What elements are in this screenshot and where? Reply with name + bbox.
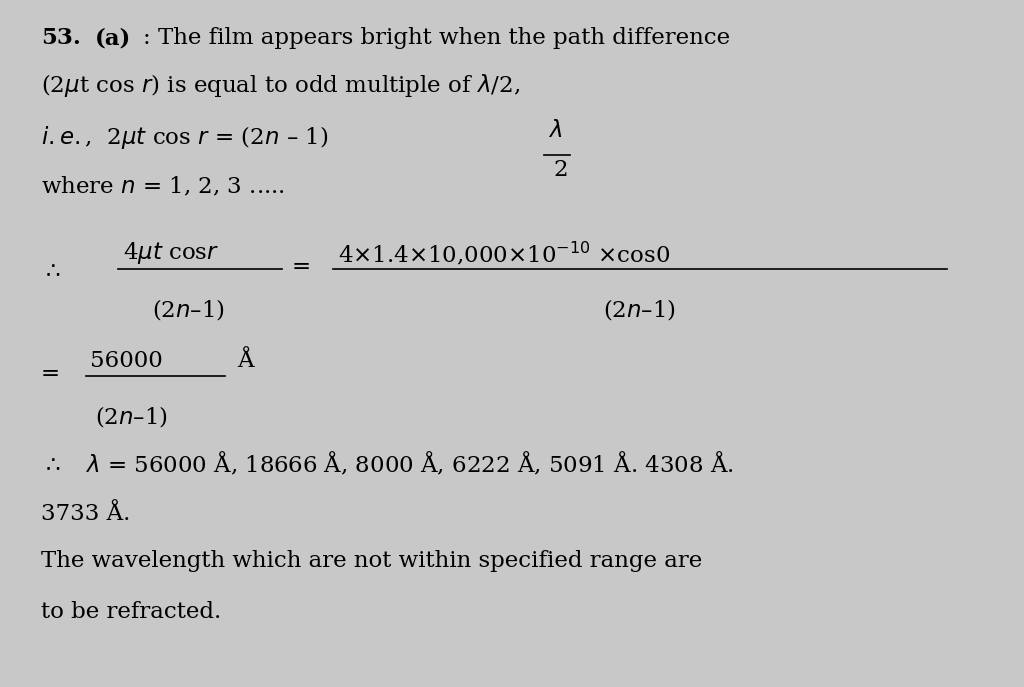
Text: =: = xyxy=(41,363,60,385)
Text: (2$n$–1): (2$n$–1) xyxy=(95,404,168,429)
Text: 4$\times$1.4$\times$10,000$\times$10$^{-10}$ $\times$cos0: 4$\times$1.4$\times$10,000$\times$10$^{-… xyxy=(338,240,670,268)
Text: : The film appears bright when the path difference: : The film appears bright when the path … xyxy=(143,27,730,49)
Text: 56000: 56000 xyxy=(90,350,163,372)
Text: $\lambda$: $\lambda$ xyxy=(548,120,562,142)
Text: The wavelength which are not within specified range are: The wavelength which are not within spec… xyxy=(41,550,702,572)
Text: 4$\mu t$ cos$r$: 4$\mu t$ cos$r$ xyxy=(123,240,219,267)
Text: 53.: 53. xyxy=(41,27,81,49)
Text: 3733 Å.: 3733 Å. xyxy=(41,503,130,525)
Text: (2$\mu$t cos $r$) is equal to odd multiple of $\lambda$/2,: (2$\mu$t cos $r$) is equal to odd multip… xyxy=(41,72,520,99)
Text: $i.e.$,  2$\mu t$ cos $r$ = (2$n$ – 1): $i.e.$, 2$\mu t$ cos $r$ = (2$n$ – 1) xyxy=(41,124,338,150)
Text: where $n$ = 1, 2, 3 .....: where $n$ = 1, 2, 3 ..... xyxy=(41,175,285,199)
Text: (a): (a) xyxy=(95,27,131,49)
Text: Å: Å xyxy=(238,350,254,372)
Text: (2$n$–1): (2$n$–1) xyxy=(603,297,677,322)
Text: (2$n$–1): (2$n$–1) xyxy=(152,297,224,322)
Text: =: = xyxy=(292,256,311,278)
Text: $\therefore$   $\lambda$ = 56000 Å, 18666 Å, 8000 Å, 6222 Å, 5091 Å. 4308 Å.: $\therefore$ $\lambda$ = 56000 Å, 18666 … xyxy=(41,450,734,477)
Text: to be refracted.: to be refracted. xyxy=(41,601,221,623)
Text: 2: 2 xyxy=(553,159,567,181)
Text: $\therefore$: $\therefore$ xyxy=(41,259,60,281)
